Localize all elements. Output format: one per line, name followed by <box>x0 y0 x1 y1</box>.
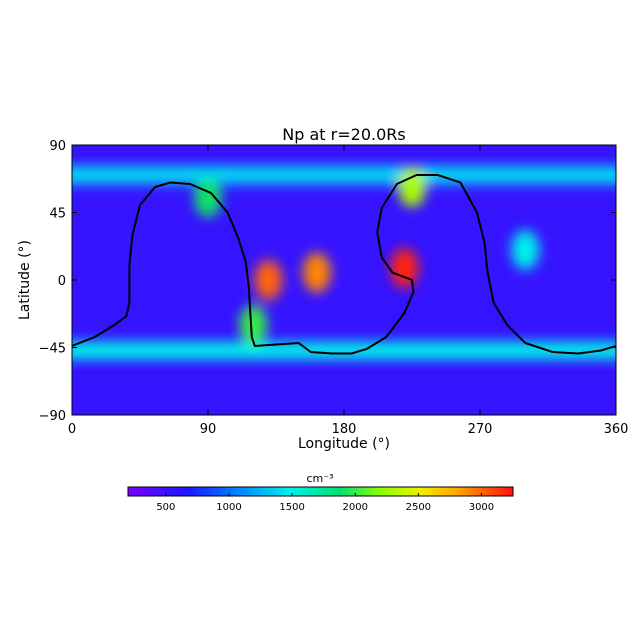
heatmap-blob-5 <box>398 167 426 207</box>
heatmap-blob-8 <box>239 305 268 345</box>
x-tick-label-0: 0 <box>68 422 76 437</box>
y-axis: 90 45 0 −45 −90 <box>39 139 616 424</box>
heatmap-features <box>72 166 616 360</box>
x-tick-label-4: 360 <box>604 422 629 437</box>
x-tick-label-2: 180 <box>332 422 357 437</box>
colorbar <box>127 486 514 497</box>
y-tick-label-2: 0 <box>58 274 66 289</box>
neutral-line <box>72 174 616 355</box>
heatmap-band-1 <box>72 341 616 360</box>
heatmap-blob-6 <box>390 248 419 288</box>
colorbar-tick-label-3: 2000 <box>342 502 367 513</box>
colorbar-ticks: 500 1000 1500 2000 2500 3000 <box>156 493 494 513</box>
colorbar-tick-label-0: 500 <box>156 502 175 513</box>
heatmap-blob-7 <box>511 230 540 270</box>
x-axis: 0 90 180 270 360 <box>68 145 629 437</box>
heatmap-band-0 <box>72 166 616 184</box>
colorbar-tick-label-4: 2500 <box>406 502 431 513</box>
heatmap-blob-3 <box>254 260 283 300</box>
colorbar-tick-label-5: 3000 <box>469 502 494 513</box>
heatmap <box>72 145 616 415</box>
x-axis-label: Longitude (°) <box>298 436 390 452</box>
colorbar-tick-label-2: 1500 <box>279 502 304 513</box>
x-tick-label-3: 270 <box>468 422 493 437</box>
y-tick-label-4: −90 <box>39 409 66 424</box>
heatmap-blob-4 <box>302 252 331 293</box>
y-tick-label-3: −45 <box>39 342 66 357</box>
y-axis-label: Latitude (°) <box>17 240 33 320</box>
chart-title: Np at r=20.0Rs <box>282 125 405 144</box>
x-tick-label-1: 90 <box>200 422 217 437</box>
heatmap-blob-2 <box>194 177 222 218</box>
colorbar-label: cm⁻³ <box>307 472 334 485</box>
y-tick-label-0: 90 <box>49 139 66 154</box>
y-tick-label-1: 45 <box>49 207 66 222</box>
colorbar-tick-label-1: 1000 <box>216 502 241 513</box>
heatmap-background <box>72 145 616 415</box>
